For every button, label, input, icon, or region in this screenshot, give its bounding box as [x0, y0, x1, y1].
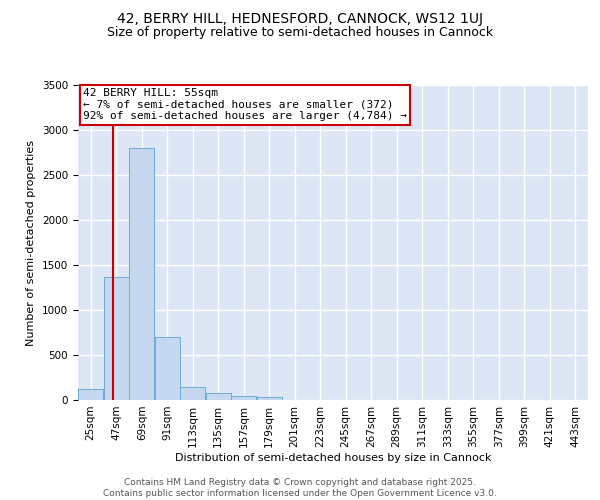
X-axis label: Distribution of semi-detached houses by size in Cannock: Distribution of semi-detached houses by … — [175, 452, 491, 462]
Text: 42, BERRY HILL, HEDNESFORD, CANNOCK, WS12 1UJ: 42, BERRY HILL, HEDNESFORD, CANNOCK, WS1… — [117, 12, 483, 26]
Bar — [104, 276, 129, 400]
Bar — [231, 396, 256, 400]
Text: Contains HM Land Registry data © Crown copyright and database right 2025.
Contai: Contains HM Land Registry data © Crown c… — [103, 478, 497, 498]
Y-axis label: Number of semi-detached properties: Number of semi-detached properties — [26, 140, 37, 346]
Bar — [129, 148, 154, 400]
Bar — [180, 386, 205, 400]
Bar — [206, 393, 231, 400]
Bar — [231, 396, 256, 400]
Bar — [206, 393, 231, 400]
Text: 42 BERRY HILL: 55sqm
← 7% of semi-detached houses are smaller (372)
92% of semi-: 42 BERRY HILL: 55sqm ← 7% of semi-detach… — [83, 88, 407, 122]
Bar — [129, 148, 154, 400]
Bar — [257, 397, 282, 400]
Bar — [257, 397, 282, 400]
Bar — [104, 276, 129, 400]
Text: Size of property relative to semi-detached houses in Cannock: Size of property relative to semi-detach… — [107, 26, 493, 39]
Bar — [180, 386, 205, 400]
Bar — [78, 389, 103, 400]
Bar — [78, 389, 103, 400]
Bar — [155, 337, 180, 400]
Bar — [155, 337, 180, 400]
